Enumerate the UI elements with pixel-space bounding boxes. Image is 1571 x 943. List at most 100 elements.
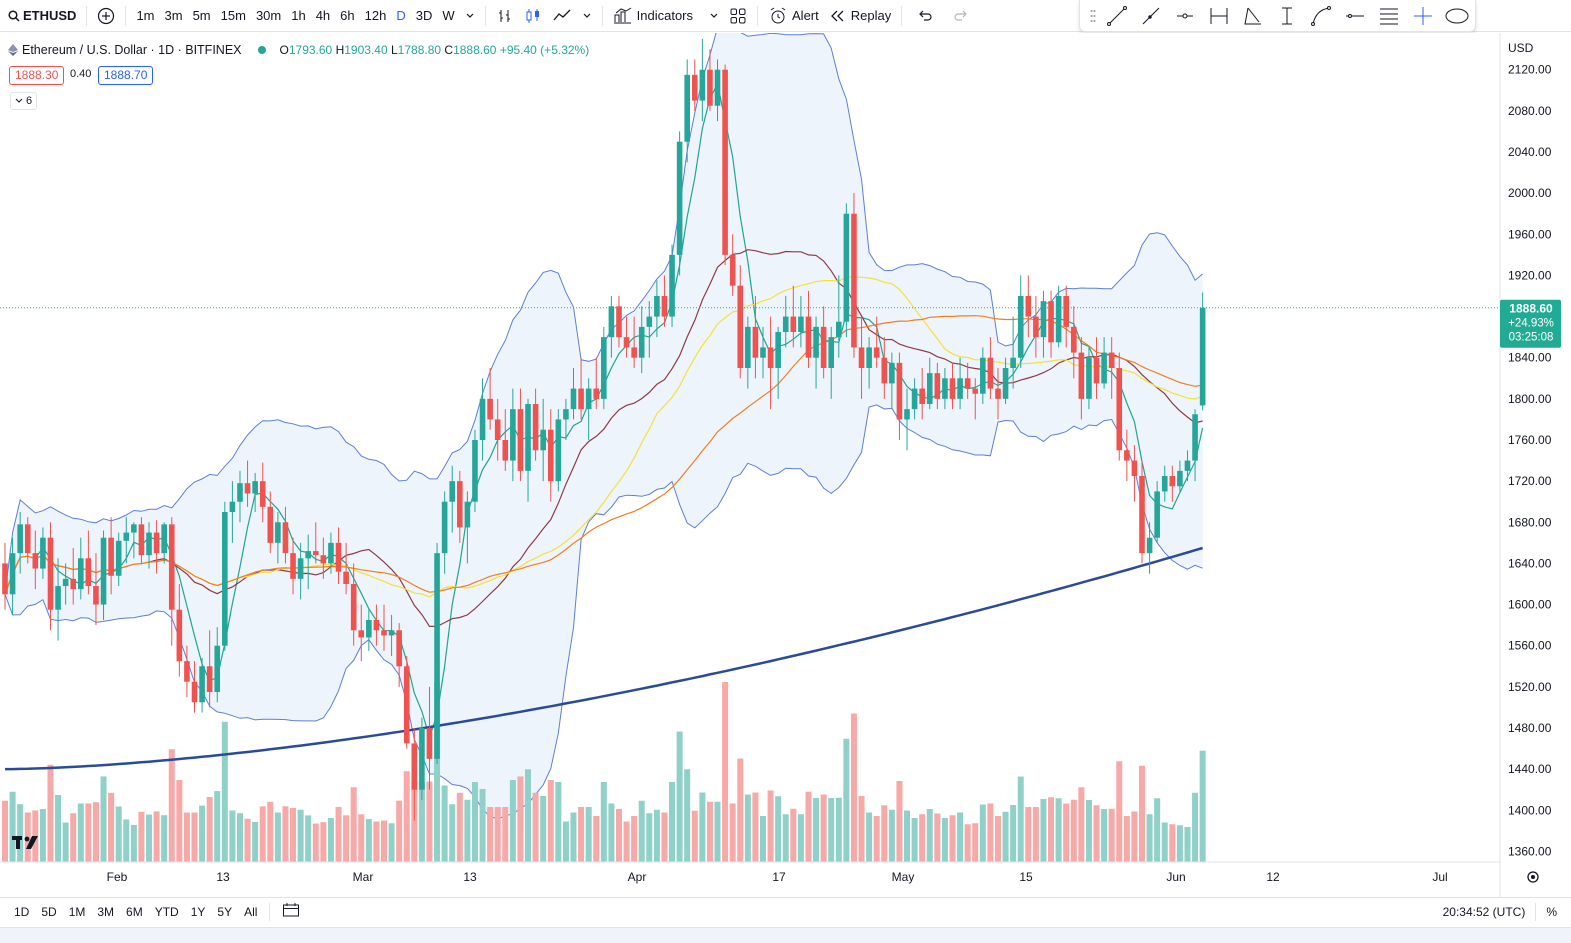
volume-bar [502, 807, 509, 862]
volume-bar [55, 794, 62, 862]
candle-body [578, 388, 584, 410]
fib-tool[interactable] [1372, 1, 1406, 31]
tradingview-logo[interactable] [12, 836, 38, 849]
timeframe-4h[interactable]: 4h [315, 8, 331, 23]
volume-bar [797, 814, 804, 862]
price-axis[interactable]: 2160.00 2120.00 2080.00 2040.00 2000.00 1960.… [1508, 33, 1552, 858]
symbol-search[interactable]: ETHUSD [0, 0, 81, 32]
volume-bar [1032, 807, 1039, 862]
redo-button[interactable] [943, 0, 979, 32]
divider [757, 5, 759, 26]
crosshair-tool[interactable] [1406, 1, 1440, 31]
trend-line-tool[interactable] [1100, 1, 1134, 31]
angle-tool[interactable] [1236, 1, 1270, 31]
line-style-button[interactable] [547, 0, 577, 32]
volume-bar [1055, 798, 1062, 862]
volume-bar [1025, 807, 1032, 862]
range-5d[interactable]: 5D [41, 904, 57, 919]
currency-label[interactable]: USD [1508, 41, 1534, 55]
timeframe-12h[interactable]: 12h [364, 8, 387, 23]
volume-bar [714, 801, 721, 862]
indicators-count: 6 [25, 95, 33, 107]
candle-body [403, 666, 410, 744]
indicators-collapse-button[interactable]: 6 [10, 92, 37, 110]
range-5y[interactable]: 5Y [217, 904, 233, 919]
indicators-button[interactable]: Indicators [608, 0, 724, 32]
range-1y[interactable]: 1Y [190, 904, 206, 919]
percent-scale-toggle[interactable]: % [1546, 904, 1557, 919]
ray-tool[interactable] [1134, 1, 1168, 31]
buy-price-button[interactable]: 1888.70 [98, 66, 154, 85]
volume-bar [487, 807, 494, 862]
candle-body [494, 419, 501, 440]
candle-body [487, 398, 493, 420]
high-label: H [335, 43, 345, 57]
volume-bar [403, 771, 410, 862]
last-price-value: 1888.60 [1509, 302, 1553, 316]
candles-style-button[interactable] [519, 0, 547, 32]
undo-button[interactable] [907, 0, 943, 32]
volume-bar [744, 794, 751, 862]
volume-bar [70, 813, 77, 862]
timeframe-5m[interactable]: 5m [192, 8, 211, 23]
timeframe-1m[interactable]: 1m [136, 8, 155, 23]
candle-body [957, 378, 963, 399]
timeframe-d[interactable]: D [396, 8, 406, 23]
measure-tool[interactable] [1270, 1, 1304, 31]
timeframe-3d[interactable]: 3D [415, 8, 433, 23]
horizontal-ray-tool[interactable] [1168, 1, 1202, 31]
timeframe-30m[interactable]: 30m [255, 8, 282, 23]
range-1d[interactable]: 1D [14, 904, 30, 919]
volume-bar [888, 809, 895, 862]
curve-tool[interactable] [1304, 1, 1338, 31]
volume-bar [934, 813, 941, 862]
timeframe-w[interactable]: W [442, 8, 455, 23]
candle-body [942, 378, 948, 399]
settings-gear-icon[interactable] [1527, 871, 1539, 883]
replay-button[interactable]: Replay [824, 0, 896, 32]
candle-body [1033, 316, 1039, 338]
timeframe-1h[interactable]: 1h [291, 8, 306, 23]
range-1m[interactable]: 1M [68, 904, 86, 919]
candle-body [1116, 368, 1123, 451]
alert-button[interactable]: Alert [763, 0, 824, 32]
series-title[interactable]: Ethereum / U.S. Dollar · 1D · BITFINEX [22, 43, 242, 57]
timezone-clock[interactable]: 20:34:52 (UTC) [1442, 904, 1526, 919]
price-chart[interactable]: USD 2160.00 2120.00 2080.00 2040.00 2000.00 1… [0, 33, 1571, 897]
bollinger-fill [5, 33, 1203, 820]
timeframe-3m[interactable]: 3m [164, 8, 183, 23]
compare-button[interactable] [92, 0, 120, 32]
candle-body [767, 347, 774, 368]
range-ytd[interactable]: YTD [154, 904, 179, 919]
volume-bar [199, 805, 206, 862]
volume-bar [760, 816, 766, 862]
range-6m[interactable]: 6M [126, 904, 143, 919]
ellipse-tool[interactable] [1440, 1, 1474, 31]
horizontal-line-tool[interactable] [1338, 1, 1372, 31]
sell-price-button[interactable]: 1888.30 [9, 66, 65, 85]
volume-bar [123, 819, 130, 862]
volume-bar [653, 809, 660, 862]
timeframe-dropdown[interactable] [460, 0, 480, 32]
goto-date-button[interactable] [276, 902, 306, 921]
chart-type-dropdown[interactable] [577, 0, 597, 32]
range-3m[interactable]: 3M [97, 904, 115, 919]
bar-style-button[interactable] [491, 0, 519, 32]
volume-bar [297, 809, 304, 862]
timeframe-6h[interactable]: 6h [340, 8, 355, 23]
templates-button[interactable] [724, 0, 752, 32]
timeframe-15m[interactable]: 15m [220, 8, 246, 23]
candle-body [419, 728, 425, 790]
candle-body [745, 326, 751, 368]
time-axis[interactable]: Feb 13 Mar 13 Apr 17 May 15 Jun 12 Jul [107, 870, 1448, 884]
drag-handle[interactable] [1086, 1, 1100, 31]
ellipse-icon [1445, 8, 1469, 23]
low-value: 1788.80 [397, 43, 442, 57]
last-price-badge: 1888.60 +24.93% 03:25:08 [1500, 299, 1561, 348]
volume-bar [699, 792, 706, 862]
candle-body [297, 558, 304, 579]
candle-body [449, 481, 456, 502]
volume-bar [547, 780, 554, 862]
range-all[interactable]: All [244, 904, 258, 919]
price-range-tool[interactable] [1202, 1, 1236, 31]
